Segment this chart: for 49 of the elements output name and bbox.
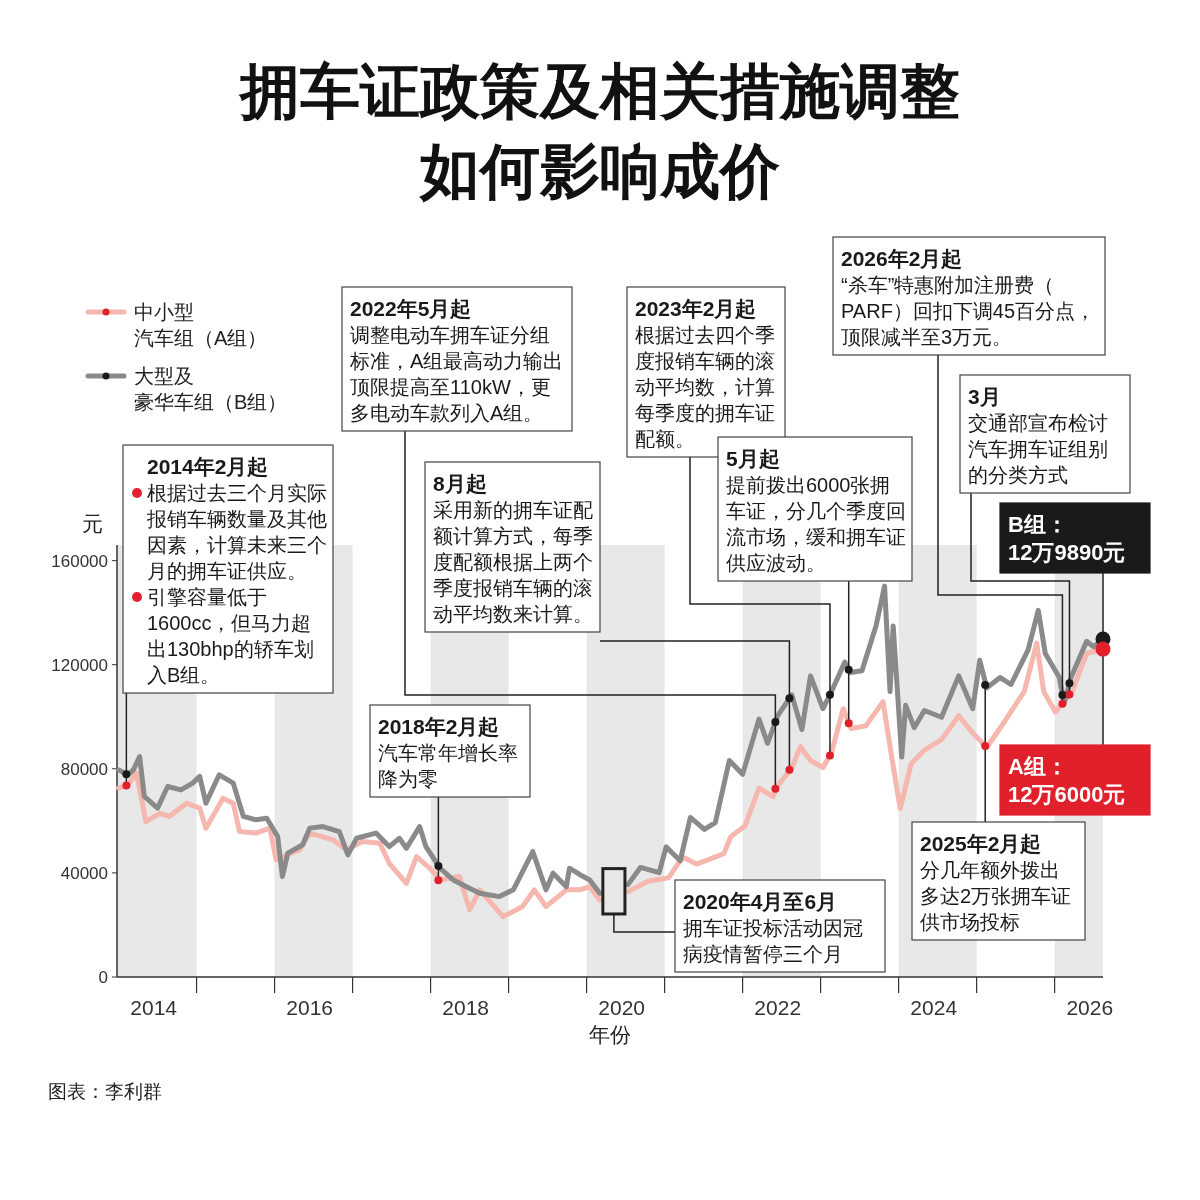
point <box>771 717 780 726</box>
x-tick-label: 2020 <box>598 996 646 1019</box>
x-axis-title: 年份 <box>589 1023 631 1046</box>
point <box>122 781 131 790</box>
point <box>825 751 834 760</box>
x-tick-label: 2018 <box>442 996 490 1019</box>
x-tick-label: 2016 <box>286 996 334 1019</box>
point <box>1058 699 1067 708</box>
point <box>844 665 853 674</box>
annotation: 2026年2月起“杀车”特惠附加注册费（PARF）回扣下调45百分点，顶限减半至3万元。 <box>841 247 1096 348</box>
point <box>434 876 443 885</box>
chart-title: 拥车证政策及相关措施调整如何影响成价 <box>238 58 960 205</box>
point <box>981 741 990 750</box>
annotation: 2020年4月至6月拥车证投标活动因冠病疫情暂停三个月 <box>683 890 863 965</box>
annotation: 引擎容量低于1600cc，但马力超出130bhp的轿车划入B组。 <box>147 586 314 686</box>
y-tick-label: 80000 <box>60 759 108 779</box>
annotation: B组：12万9890元 <box>1008 512 1126 565</box>
annotation: 5月起提前拨出6000张拥车证，分几个季度回流市场，缓和拥车证供应波动。 <box>726 447 906 574</box>
point <box>785 694 794 703</box>
point <box>825 690 834 699</box>
annotation: 8月起采用新的拥车证配额计算方式，每季度配额根据上两个季度报销车辆的滚动平均数来计算。 <box>433 472 593 625</box>
annotation: 2018年2月起汽车常年增长率降为零 <box>378 715 518 790</box>
annotation: 3月交通部宣布检讨汽车拥车证组别的分类方式 <box>968 385 1108 486</box>
x-tick-label: 2022 <box>754 996 802 1019</box>
y-tick-label: 0 <box>98 968 108 987</box>
y-tick-label: 160000 <box>51 551 108 571</box>
y-tick-label: 40000 <box>60 863 108 883</box>
legend-label: 大型及豪华车组（B组） <box>134 365 288 413</box>
annotation: 2025年2月起分几年额外拨出多达2万张拥车证供市场投标 <box>920 832 1072 933</box>
point <box>981 681 990 690</box>
y-tick-label: 120000 <box>51 655 108 675</box>
point <box>1065 679 1074 688</box>
x-tick-label: 2014 <box>130 996 178 1019</box>
point <box>1065 690 1074 699</box>
point <box>844 719 853 728</box>
annotation: 根据过去三个月实际报销车辆数量及其他因素，计算未来三个月的拥车证供应。 <box>146 482 327 582</box>
point <box>785 765 794 774</box>
point <box>434 861 443 870</box>
point <box>771 784 780 793</box>
y-axis-title: 元 <box>81 512 103 535</box>
x-tick-label: 2024 <box>910 996 958 1019</box>
point <box>1058 690 1067 699</box>
text: 图表：李利群 <box>48 1081 162 1102</box>
annotation: A组：12万6000元 <box>1008 754 1126 807</box>
point <box>122 770 131 779</box>
text: 2014年2月起 <box>147 455 269 478</box>
legend-label: 中小型汽车组（A组） <box>134 301 268 349</box>
x-tick-label: 2026 <box>1066 996 1114 1019</box>
annotation: 2022年5月起调整电动车拥车证分组标准，A组最高动力输出顶限提高至110kW，更多电动车款列入A组。 <box>349 297 564 424</box>
